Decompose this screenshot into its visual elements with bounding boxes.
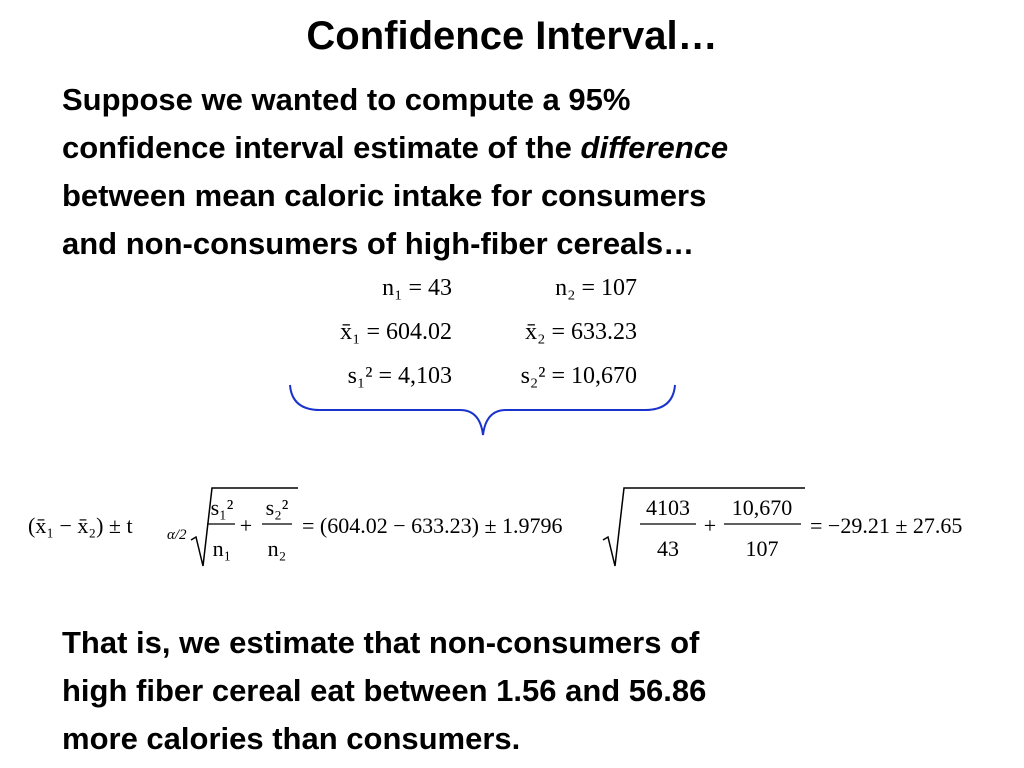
- stat-row: s₁² = 4,103 s₂² = 10,670: [300, 363, 660, 407]
- stat: n₂ = 107: [555, 275, 637, 301]
- intro-text: confidence interval estimate of the: [62, 130, 572, 165]
- conclusion-line: high fiber cereal eat between 1.56 and 5…: [62, 673, 707, 708]
- stat: x̄₁ = 604.02: [340, 319, 452, 345]
- formula-result: = −29.21 ± 27.65: [810, 513, 962, 538]
- conclusion-line: That is, we estimate that non-consumers …: [62, 625, 700, 660]
- intro-line: and non-consumers of high-fiber cereals…: [62, 226, 695, 261]
- stat-row: x̄₁ = 604.02 x̄₂ = 633.23: [300, 319, 660, 363]
- stat: n₁ = 43: [382, 275, 452, 301]
- stat: x̄₂ = 633.23: [525, 319, 637, 345]
- stat: s₁² = 4,103: [347, 363, 452, 389]
- numerator: 4103: [646, 495, 690, 520]
- denominator: 107: [746, 536, 779, 561]
- intro-line: Suppose we wanted to compute a 95%: [62, 82, 631, 117]
- stat: s₂² = 10,670: [520, 363, 637, 389]
- denominator: 43: [657, 536, 679, 561]
- conclusion: That is, we estimate that non-consumers …: [62, 619, 706, 763]
- intro-line: confidence interval estimate of the diff…: [62, 124, 728, 172]
- stat-row: n₁ = 43 n₂ = 107: [300, 275, 660, 319]
- sqrt-sign: [602, 487, 805, 567]
- brace: [289, 384, 676, 436]
- denominator: n₂: [268, 536, 287, 561]
- conclusion-line: more calories than consumers.: [62, 721, 521, 756]
- formula-subscript: α/2: [167, 527, 187, 543]
- plus: +: [704, 513, 716, 538]
- plus: +: [240, 513, 252, 538]
- numerator: 10,670: [732, 495, 793, 520]
- denominator: n₁: [213, 536, 232, 561]
- intro-emphasis: difference: [580, 130, 729, 165]
- statistics: n₁ = 43 n₂ = 107 x̄₁ = 604.02 x̄₂ = 633.23…: [300, 275, 660, 407]
- slide-title: Confidence Interval…: [306, 14, 718, 58]
- intro-line: between mean caloric intake for consumer…: [62, 178, 707, 213]
- formula-substitution: = (604.02 − 633.23) ± 1.9796: [302, 513, 563, 538]
- sqrt-sign: [190, 487, 298, 567]
- numerator: s₁²: [211, 495, 234, 520]
- intro: Suppose we wanted to compute a 95% confi…: [62, 76, 728, 268]
- numerator: s₂²: [266, 495, 289, 520]
- formula-lhs: (x̄₁ − x̄₂) ± t: [28, 513, 133, 538]
